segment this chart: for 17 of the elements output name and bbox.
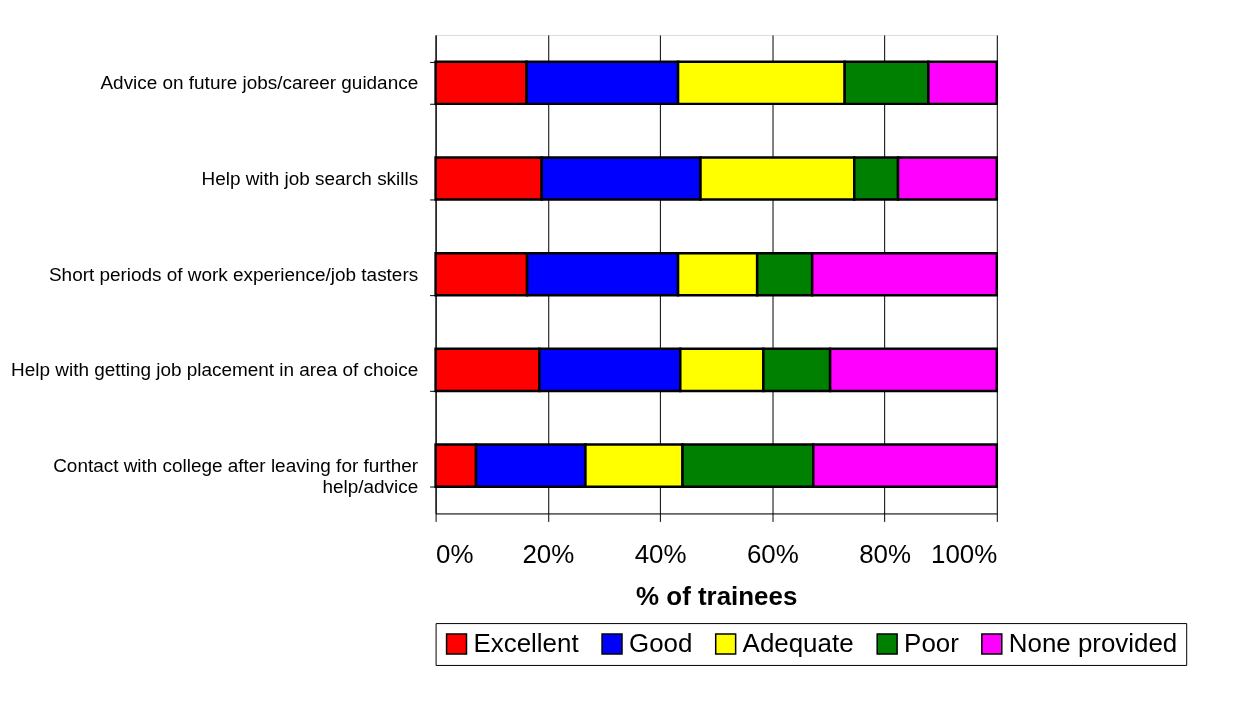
legend-label: Excellent	[473, 628, 580, 657]
y-tick-label: Help with job search skills	[201, 167, 419, 189]
y-tick-label: Short periods of work experience/job tasters	[48, 263, 419, 285]
legend-label: Poor	[904, 628, 960, 657]
y-tick-label: Advice on future jobs/career guidance	[100, 72, 419, 94]
y-tick-label: Help with getting job placement in area of choice	[11, 359, 419, 381]
x-axis-title: % of trainees	[636, 581, 798, 610]
x-tick-label: 20%	[522, 539, 575, 568]
x-tick-label: 100%	[931, 539, 998, 568]
x-tick-label: 0%	[436, 539, 474, 568]
x-tick-label: 80%	[859, 539, 911, 568]
legend-label: None provided	[1008, 628, 1178, 657]
y-tick-label: Contact with college after leaving for further help/advice	[53, 455, 419, 497]
x-tick-label: 40%	[634, 539, 687, 568]
legend-label: Adequate	[742, 628, 854, 657]
x-tick-label: 60%	[746, 539, 799, 568]
legend-label: Good	[628, 628, 693, 657]
